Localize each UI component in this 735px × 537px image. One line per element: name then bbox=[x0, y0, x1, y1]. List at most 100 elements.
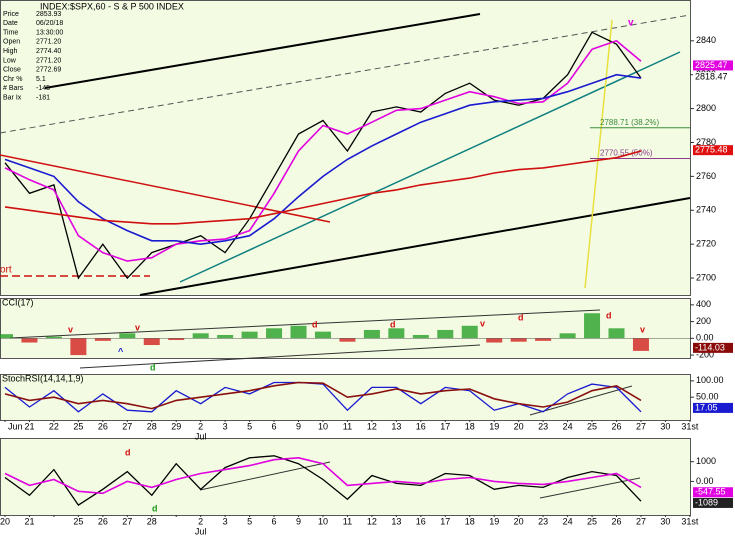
x-tick-label: 17 bbox=[440, 421, 450, 431]
x-tick-label: 3 bbox=[223, 516, 228, 526]
cci-bar bbox=[632, 338, 649, 351]
cci-bar bbox=[388, 328, 405, 339]
series-line bbox=[4, 73, 642, 246]
chart-title: INDEX:$SPX,60 - S & P 500 INDEX bbox=[40, 1, 184, 11]
value-flag bbox=[693, 60, 733, 71]
x-tick-label: 17 bbox=[440, 516, 450, 526]
x-tick-label: 28 bbox=[147, 516, 157, 526]
x-tick-label: 5 bbox=[247, 421, 252, 431]
level-label: 2788.71 (38.2%) bbox=[600, 118, 659, 127]
info-value: 2853.93 bbox=[36, 11, 61, 18]
x-tick-label: 10 bbox=[318, 516, 328, 526]
cci-bar bbox=[510, 338, 527, 342]
info-label: High bbox=[3, 48, 18, 55]
y-tick-label: 2720 bbox=[696, 239, 716, 249]
x-tick-label: 18 bbox=[465, 516, 475, 526]
value-flag-label: 2825.47 bbox=[695, 60, 728, 70]
cci-bar bbox=[266, 328, 283, 339]
cci-bar bbox=[0, 334, 13, 339]
x-tick-label: 12 bbox=[367, 421, 377, 431]
x-tick-label: 13 bbox=[391, 421, 401, 431]
annotation: d bbox=[150, 362, 156, 372]
series-line bbox=[4, 39, 642, 262]
cci-annotations: v v ^ d d d v d d d d bbox=[68, 310, 612, 513]
annotation: d bbox=[518, 312, 524, 322]
annotation: v bbox=[628, 18, 634, 29]
x-tick-label: 23 bbox=[538, 516, 548, 526]
info-value: 2771.20 bbox=[36, 39, 61, 46]
x-tick-label: 11 bbox=[343, 421, 352, 431]
cci-bar bbox=[437, 329, 454, 339]
y-tick-label: 50.00 bbox=[696, 392, 719, 402]
series-line bbox=[4, 381, 642, 410]
trendlines bbox=[0, 13, 691, 499]
x-tick-label: 11 bbox=[343, 516, 352, 526]
annotation: d bbox=[125, 447, 131, 457]
x-tick-label: 27 bbox=[636, 421, 646, 431]
x-tick-label: 31st bbox=[681, 516, 699, 526]
x-tick-label: 21 bbox=[24, 516, 34, 526]
x-tick-label: 19 bbox=[489, 421, 499, 431]
value-flag bbox=[693, 487, 733, 498]
y-tick-label: 2800 bbox=[696, 103, 716, 113]
y-tick-label: 100.00 bbox=[696, 375, 724, 385]
cci-bar bbox=[412, 334, 429, 339]
x-tick-label: 23 bbox=[538, 421, 548, 431]
x-tick-label: 19 bbox=[489, 516, 499, 526]
cci-bar bbox=[119, 333, 136, 339]
annotation: v bbox=[135, 322, 140, 332]
y-tick-label: 2780 bbox=[696, 137, 716, 147]
info-label: # Bars bbox=[3, 85, 24, 92]
value-flag-label: -547.55 bbox=[695, 487, 726, 497]
annotation: d bbox=[606, 310, 612, 320]
cci-bar bbox=[535, 338, 552, 341]
x-tick-label: 30 bbox=[660, 421, 670, 431]
info-value: 2772.69 bbox=[36, 67, 61, 74]
annotation: d bbox=[312, 319, 318, 329]
info-value: 06/20/18 bbox=[36, 20, 63, 27]
series-line bbox=[4, 455, 642, 506]
stoch-panel bbox=[0, 374, 691, 421]
cci-bar bbox=[168, 338, 185, 341]
cci-bar bbox=[241, 331, 258, 339]
y-tick-label: 400 bbox=[696, 299, 711, 309]
x-tick-label: 30 bbox=[660, 516, 670, 526]
cci-bar bbox=[45, 336, 62, 339]
cci-bar bbox=[363, 329, 380, 339]
y-tick-label: 200 bbox=[696, 316, 711, 326]
panel-title: StochRSI(14,14,1,9) bbox=[2, 373, 84, 383]
x-tick-label: 13 bbox=[391, 516, 401, 526]
x-tick-label: 29 bbox=[171, 421, 181, 431]
x-tick-label: 26 bbox=[98, 516, 108, 526]
annotation: ^ bbox=[118, 346, 124, 356]
bottom-panel bbox=[0, 438, 691, 516]
x-tick-label: 10 bbox=[318, 421, 328, 431]
value-flag-label: -114.03 bbox=[695, 342, 725, 352]
month-label: Jul bbox=[195, 431, 207, 441]
cci-bar bbox=[94, 338, 111, 341]
info-value: 5.1 bbox=[36, 76, 46, 83]
cci-bar bbox=[486, 338, 503, 343]
annotation: v bbox=[640, 324, 645, 334]
cci-bar bbox=[192, 333, 209, 339]
x-tick-label: 18 bbox=[465, 421, 475, 431]
value-flag-label: 17.05 bbox=[695, 402, 718, 412]
x-tick-label: 26 bbox=[611, 421, 621, 431]
cci-bar bbox=[290, 325, 307, 339]
info-label: Bar Ix bbox=[3, 95, 22, 102]
x-tick-label: 9 bbox=[296, 421, 301, 431]
x-tick-label: 6 bbox=[272, 516, 277, 526]
x-tick-label: 6 bbox=[272, 421, 277, 431]
value-flag bbox=[693, 402, 733, 413]
x-tick-label: 26 bbox=[611, 516, 621, 526]
cci-bar bbox=[143, 338, 160, 346]
cci-bar bbox=[584, 313, 601, 339]
info-label: Chr % bbox=[3, 76, 22, 83]
panel-title: CCI(17) bbox=[2, 297, 34, 307]
value-flag-label: 2818.47 bbox=[695, 72, 728, 82]
x-tick-label: 31st bbox=[681, 421, 699, 431]
info-label: Time bbox=[3, 29, 18, 36]
info-value: -145 bbox=[36, 85, 50, 92]
info-value: 2771.20 bbox=[36, 57, 61, 64]
